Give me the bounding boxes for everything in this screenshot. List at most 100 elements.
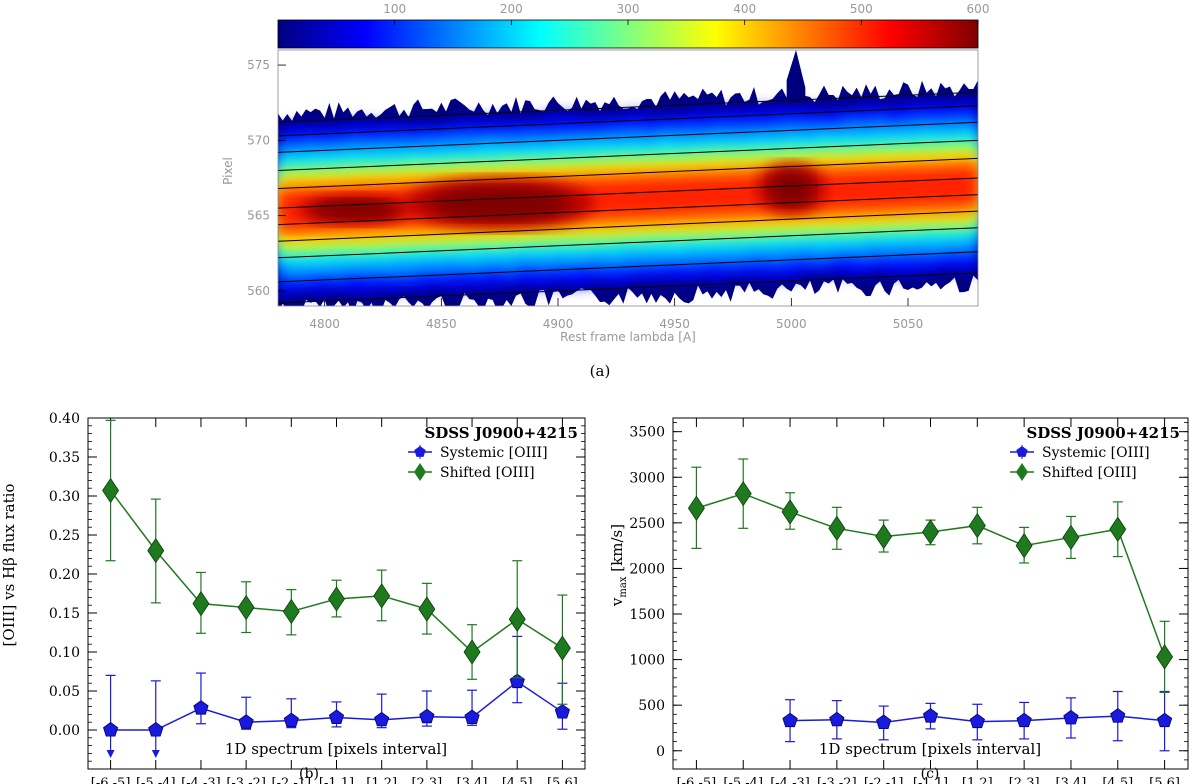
legend-marker [1016, 463, 1028, 481]
heatmap-x-tick-label: 4900 [543, 317, 574, 331]
legend-marker [414, 446, 426, 457]
slit-line [278, 157, 978, 190]
x-tick-label: [4,5] [1102, 776, 1133, 784]
heatmap-panel-a: 100 200 300 400 500 600 4800 4850 4900 4950 5000 5… [221, 2, 989, 380]
upper-limit-arrow-head [106, 750, 115, 758]
legend-marker [1016, 446, 1028, 457]
caption-c: (c) [921, 766, 940, 782]
heatmap-x-axis-label: Rest frame lambda [A] [560, 330, 696, 344]
heatmap-y-tick-label: 565 [247, 209, 270, 223]
y-tick-label: 3000 [629, 470, 665, 486]
legend-label: Shifted [OIII] [1042, 465, 1137, 481]
y-axis-label-c-tail: [km/s] [608, 524, 626, 577]
heatmap-x-tick-label: 5050 [893, 317, 924, 331]
data-point [419, 708, 435, 724]
legend-marker [414, 463, 426, 481]
slit-line [278, 121, 978, 153]
data-point [829, 711, 845, 727]
data-point [147, 537, 165, 564]
data-point [328, 709, 345, 724]
y-tick-label: 500 [638, 698, 665, 714]
data-point [1109, 516, 1127, 542]
band-peak-core [429, 186, 570, 221]
heatmap-frame [277, 49, 979, 307]
slit-line [278, 105, 978, 137]
legend-label: Shifted [OIII] [440, 465, 535, 481]
intensity-band [278, 50, 978, 306]
data-point [968, 512, 986, 539]
data-point [969, 713, 985, 729]
x-tick-label: [-4,-3] [770, 776, 810, 784]
slit-line [278, 251, 978, 283]
x-tick-label: [5,6] [1149, 776, 1180, 784]
x-tick-label: [1,2] [962, 776, 993, 784]
data-point [687, 495, 705, 521]
data-point [782, 712, 798, 728]
y-axis-label-c-main: v [608, 597, 626, 607]
series-systemic-oiii- [103, 635, 570, 758]
data-point [283, 712, 299, 728]
data-point [1015, 532, 1033, 559]
data-point [103, 722, 119, 737]
x-tick-label: [2,3] [1009, 776, 1040, 784]
slit-line [278, 177, 978, 209]
heatmap-y-tick-label: 570 [247, 133, 270, 147]
x-tick-label: [-4,-3] [181, 776, 221, 784]
legend-c: Systemic [OIII] Shifted [OIII] [1010, 445, 1150, 481]
slit-line [278, 227, 978, 259]
data-point [922, 708, 939, 723]
data-point [554, 704, 570, 719]
slit-line [278, 91, 978, 123]
y-tick-label: 0.40 [49, 411, 80, 427]
y-tick-label: 3500 [629, 425, 665, 441]
y-tick-label: 1500 [629, 607, 665, 623]
y-axis-label-c: vmax [km/s] [608, 524, 629, 607]
y-tick-label: 0.10 [49, 645, 80, 661]
data-point [828, 515, 846, 542]
data-point [875, 523, 893, 550]
data-point [876, 714, 892, 729]
colorbar-tick-label: 300 [617, 2, 640, 16]
y-tick-label: 0.35 [49, 450, 80, 466]
colorbar-tick-label: 500 [850, 2, 873, 16]
y-axis-label-b: [OIII] vs Hβ flux ratio [0, 484, 18, 647]
data-point [192, 590, 210, 617]
x-tick-label: [3,4] [457, 776, 488, 784]
x-tick-label: [5,6] [547, 776, 578, 784]
data-point [282, 598, 300, 625]
x-tick-label: [-6,-5] [91, 776, 131, 784]
y-tick-label: 0.00 [49, 723, 80, 739]
x-tick-label: [-5,-4] [136, 776, 176, 784]
data-point [1063, 709, 1079, 725]
legend-b: Systemic [OIII] Shifted [OIII] [408, 445, 548, 481]
legend-label: Systemic [OIII] [1042, 445, 1150, 461]
series-shifted-oiii- [102, 419, 571, 705]
y-tick-label: 1000 [629, 653, 665, 669]
colorbar-tick-label: 400 [733, 2, 756, 16]
y-tick-label: 0.20 [49, 567, 80, 583]
data-point [1157, 712, 1173, 728]
slit-line [278, 139, 978, 171]
heatmap-x-tick-label: 5000 [776, 317, 807, 331]
x-axis-label-b: 1D spectrum [pixels interval] [225, 740, 447, 758]
chart-title-c: SDSS J0900+4215 [1026, 424, 1180, 442]
data-point [374, 711, 390, 727]
slit-line [278, 272, 978, 304]
heatmap-y-tick-label: 575 [247, 58, 270, 72]
series-line [109, 490, 563, 653]
colorbar-tick-label: 200 [500, 2, 523, 16]
upper-limit-arrow-head [151, 750, 160, 758]
data-point [734, 480, 752, 507]
data-point [1062, 524, 1080, 551]
x-tick-label: [-3,-2] [226, 776, 266, 784]
x-tick-label: [1,2] [366, 776, 397, 784]
caption-a: (a) [590, 362, 611, 380]
data-point [1110, 708, 1126, 723]
y-tick-label: 0 [656, 744, 665, 760]
x-tick-label: [-1,1] [319, 776, 354, 784]
data-point [193, 700, 209, 715]
x-tick-label: [4,5] [502, 776, 533, 784]
data-point [463, 639, 481, 665]
x-tick-label: [-1,1] [913, 776, 948, 784]
colorbar-tick-label: 100 [383, 2, 406, 16]
